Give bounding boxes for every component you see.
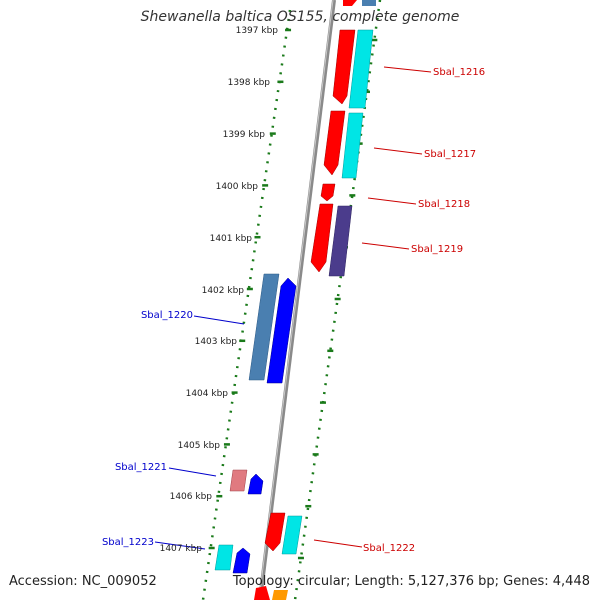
- scale-label-1407: 1407 kbp: [160, 544, 203, 554]
- gene-block-sbal-1216-cyan: [348, 29, 374, 109]
- gene-arrow-sbal-1219: [310, 203, 334, 273]
- leader-sbal-1219: [361, 242, 410, 250]
- gene-arrow-sbal-1222: [264, 512, 286, 552]
- scale-label-1400: 1400 kbp: [216, 182, 259, 192]
- scale-label-1403: 1403 kbp: [195, 337, 238, 347]
- scale-label-1402: 1402 kbp: [202, 286, 245, 296]
- gene-arrow-sbal-1223: [232, 547, 251, 574]
- gene-label-sbal-1221[interactable]: Sbal_1221: [115, 462, 167, 473]
- backbone-highlight: [258, 0, 334, 600]
- genome-summary-text: Topology: circular; Length: 5,127,376 bp…: [232, 574, 590, 589]
- gene-arrow-sbal-1221: [247, 473, 264, 495]
- scale-label-1399: 1399 kbp: [223, 130, 266, 140]
- leader-sbal-1216: [383, 66, 432, 73]
- scale-label-1401: 1401 kbp: [210, 234, 253, 244]
- leader-sbal-1218: [367, 197, 417, 205]
- scale-line-left: [201, 9, 292, 600]
- gene-label-sbal-1219[interactable]: Sbal_1219: [411, 244, 463, 255]
- scale-label-1405: 1405 kbp: [178, 441, 221, 451]
- scale-label-1398: 1398 kbp: [228, 78, 271, 88]
- gene-label-sbal-1223[interactable]: Sbal_1223: [102, 537, 154, 548]
- gene-label-sbal-1216[interactable]: Sbal_1216: [433, 67, 485, 78]
- gene-block-sbal-1223-cyan: [214, 544, 234, 571]
- gene-block-sbal-1220-steel: [248, 273, 280, 381]
- scale-ticks: [208, 28, 378, 560]
- accession-text: Accession: NC_009052: [9, 574, 157, 589]
- scale-label-1397: 1397 kbp: [236, 26, 279, 36]
- gene-block-sbal-1217-cyan: [341, 112, 364, 179]
- leader-sbal-1221: [168, 467, 217, 477]
- gene-block-sbal-1222-cyan: [281, 515, 303, 555]
- leader-sbal-1220: [193, 315, 245, 325]
- gene-arrow-top-partial: [343, 0, 357, 6]
- gene-label-sbal-1218[interactable]: Sbal_1218: [418, 199, 470, 210]
- gene-label-sbal-1220[interactable]: Sbal_1220: [141, 310, 193, 321]
- genome-title: Shewanella baltica OS155, complete genom…: [140, 9, 460, 25]
- gene-block-sbal-1221-pink: [229, 469, 248, 492]
- gene-label-sbal-1217[interactable]: Sbal_1217: [424, 149, 476, 160]
- gene-block-bottom-partial: [272, 590, 288, 600]
- gene-block-top-partial: [362, 0, 376, 6]
- genome-backbone: [258, 0, 336, 600]
- scale-label-1404: 1404 kbp: [186, 389, 229, 399]
- leader-sbal-1217: [373, 147, 423, 155]
- gene-label-sbal-1222[interactable]: Sbal_1222: [363, 543, 415, 554]
- gene-arrow-sbal-1216: [332, 29, 356, 105]
- leader-sbal-1222: [313, 539, 363, 548]
- gene-arrow-sbal-1220: [266, 277, 297, 384]
- leader-sbal-1223: [154, 541, 206, 550]
- gene-block-sbal-1219-purple: [328, 205, 353, 277]
- gene-arrow-sbal-1218: [320, 183, 336, 202]
- gene-arrow-bottom-partial: [254, 586, 270, 600]
- gene-arrow-sbal-1217: [323, 110, 346, 176]
- scale-label-1406: 1406 kbp: [170, 492, 213, 502]
